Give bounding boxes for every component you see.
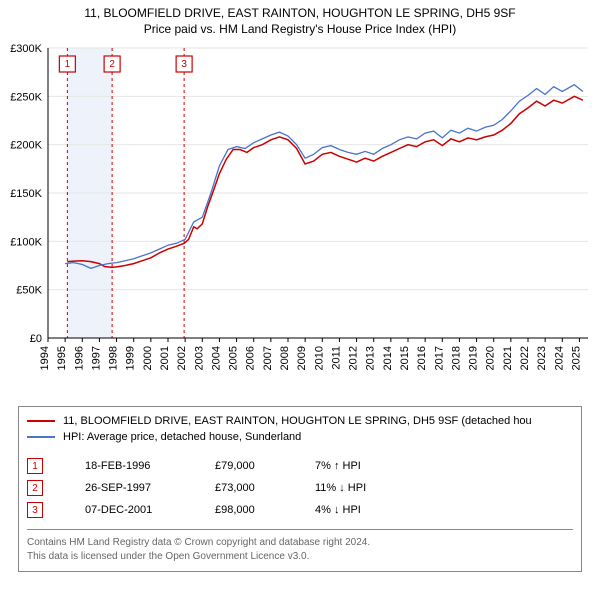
credits-line-1: Contains HM Land Registry data © Crown c… [27,536,573,550]
transaction-delta: 11% ↓ HPI [315,482,455,494]
x-tick-label: 1997 [90,346,102,370]
marker-number: 2 [109,59,115,70]
title-block: 11, BLOOMFIELD DRIVE, EAST RAINTON, HOUG… [0,0,600,38]
x-tick-label: 2024 [553,346,565,370]
x-tick-label: 2025 [570,346,582,370]
x-tick-label: 2008 [279,346,291,370]
legend-swatch [27,420,55,422]
y-tick-label: £150K [10,188,42,200]
x-tick-label: 2010 [313,346,325,370]
transaction-delta: 4% ↓ HPI [315,504,455,516]
x-tick-label: 2014 [382,346,394,370]
transaction-price: £73,000 [215,482,315,494]
x-tick-label: 2015 [399,346,411,370]
y-tick-label: £300K [10,43,42,55]
y-tick-label: £250K [10,91,42,103]
x-tick-label: 2020 [485,346,497,370]
transaction-marker: 3 [27,502,43,518]
x-tick-label: 1995 [56,346,68,370]
x-tick-label: 2000 [142,346,154,370]
x-tick-label: 2022 [519,346,531,370]
x-tick-label: 2023 [536,346,548,370]
credits-block: Contains HM Land Registry data © Crown c… [27,529,573,563]
x-tick-label: 2002 [176,346,188,370]
y-tick-label: £0 [30,333,42,345]
legend-row: HPI: Average price, detached house, Sund… [27,429,573,445]
transaction-marker: 2 [27,480,43,496]
x-tick-label: 2003 [193,346,205,370]
legend-label: HPI: Average price, detached house, Sund… [63,431,301,443]
chart-svg: £0 £50K £100K £150K £200K £250K £300K 1994 1995 1… [0,38,600,398]
x-tick-label: 1996 [73,346,85,370]
y-tick-label: £200K [10,140,42,152]
transaction-price: £98,000 [215,504,315,516]
marker-number: 3 [181,59,187,70]
x-tick-label: 2005 [228,346,240,370]
x-tick-label: 2009 [296,346,308,370]
x-tick-label: 2006 [245,346,257,370]
transaction-date: 18-FEB-1996 [85,460,215,472]
credits-line-2: This data is licensed under the Open Gov… [27,550,573,564]
transaction-date: 07-DEC-2001 [85,504,215,516]
x-tick-label: 2012 [348,346,360,370]
transaction-table: 1 18-FEB-1996£79,0007% ↑ HPI 2 26-SEP-1997£… [27,455,573,521]
x-tick-label: 1998 [108,346,120,370]
x-tick-label: 2018 [450,346,462,370]
legend-box: 11, BLOOMFIELD DRIVE, EAST RAINTON, HOUG… [18,406,582,572]
transaction-row: 3 07-DEC-2001£98,0004% ↓ HPI [27,499,573,521]
x-tick-label: 2013 [365,346,377,370]
transaction-delta: 7% ↑ HPI [315,460,455,472]
x-tick-label: 1999 [125,346,137,370]
title-line-1: 11, BLOOMFIELD DRIVE, EAST RAINTON, HOUG… [8,6,592,20]
x-tick-label: 2007 [262,346,274,370]
x-tick-label: 2017 [433,346,445,370]
transaction-price: £79,000 [215,460,315,472]
legend-row: 11, BLOOMFIELD DRIVE, EAST RAINTON, HOUG… [27,413,573,429]
x-tick-label: 2016 [416,346,428,370]
title-line-2: Price paid vs. HM Land Registry's House … [8,22,592,36]
x-tick-label: 2019 [468,346,480,370]
y-tick-label: £50K [16,285,42,297]
legend-label: 11, BLOOMFIELD DRIVE, EAST RAINTON, HOUG… [63,415,532,427]
transaction-date: 26-SEP-1997 [85,482,215,494]
x-tick-label: 2021 [502,346,514,370]
chart-area: £0 £50K £100K £150K £200K £250K £300K 1994 1995 1… [0,38,600,398]
x-tick-label: 2004 [210,346,222,370]
transaction-marker: 1 [27,458,43,474]
transaction-row: 1 18-FEB-1996£79,0007% ↑ HPI [27,455,573,477]
transaction-row: 2 26-SEP-1997£73,00011% ↓ HPI [27,477,573,499]
legend-swatch [27,436,55,438]
y-tick-label: £100K [10,236,42,248]
x-tick-label: 2011 [330,346,342,370]
marker-number: 1 [65,59,71,70]
x-tick-label: 1994 [39,346,51,370]
x-tick-label: 2001 [159,346,171,370]
chart-container: 11, BLOOMFIELD DRIVE, EAST RAINTON, HOUG… [0,0,600,572]
